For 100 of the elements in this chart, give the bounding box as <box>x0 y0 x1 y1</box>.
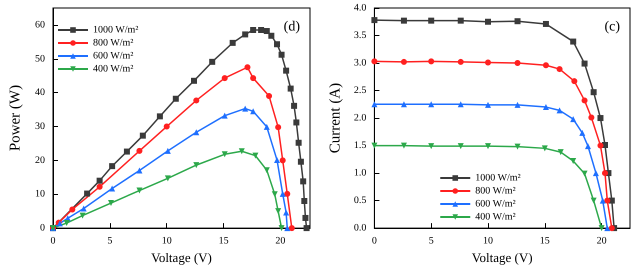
x-tick-label: 10 <box>483 236 493 247</box>
x-tick-label: 5 <box>107 236 112 247</box>
point <box>400 142 407 149</box>
x-axis-title: Voltage (V) <box>472 250 533 265</box>
point <box>209 58 216 65</box>
point <box>193 162 200 168</box>
point <box>272 191 278 198</box>
x-tick-label: 20 <box>275 236 286 247</box>
annotation: (c) <box>604 20 620 34</box>
point <box>156 113 163 120</box>
point <box>283 210 290 216</box>
point <box>283 68 290 74</box>
point <box>164 124 170 130</box>
point <box>485 59 491 66</box>
point <box>604 198 610 204</box>
point <box>458 143 464 150</box>
legend-label: 400 W/m² <box>475 212 516 222</box>
point <box>371 101 378 108</box>
point <box>278 52 285 58</box>
point <box>124 148 130 155</box>
point <box>193 97 200 104</box>
point <box>284 225 290 232</box>
point <box>485 102 491 108</box>
point <box>222 151 228 158</box>
point <box>172 96 179 102</box>
point <box>514 60 521 66</box>
point <box>371 142 378 149</box>
legend-label: 800 W/m² <box>93 38 134 48</box>
legend-label: 800 W/m² <box>475 186 516 196</box>
point <box>191 78 198 84</box>
point <box>275 208 282 214</box>
point <box>140 132 146 139</box>
point <box>164 148 171 154</box>
point <box>136 148 142 154</box>
point <box>582 97 588 104</box>
point <box>164 175 171 182</box>
point <box>244 64 250 70</box>
point <box>193 129 200 136</box>
point <box>280 157 286 164</box>
point <box>278 225 285 232</box>
point <box>570 38 576 45</box>
point <box>597 142 604 149</box>
point <box>558 149 564 156</box>
y-tick-label: 2.0 <box>354 112 366 124</box>
point <box>230 40 236 46</box>
y-tick-label: 30 <box>35 121 45 132</box>
point <box>598 225 605 232</box>
point <box>284 190 290 197</box>
point <box>304 225 310 232</box>
point <box>288 86 294 92</box>
point <box>590 198 597 204</box>
point <box>109 185 116 192</box>
point <box>400 101 407 108</box>
legend-label: 600 W/m² <box>93 50 134 62</box>
point <box>400 18 407 24</box>
point <box>371 17 378 24</box>
y-tick-label: 0.0 <box>354 222 366 234</box>
point <box>592 170 599 176</box>
point <box>570 116 576 122</box>
point <box>302 214 308 221</box>
point <box>64 220 70 226</box>
point <box>556 66 563 72</box>
point <box>597 115 604 122</box>
point <box>298 158 304 165</box>
point <box>428 143 434 150</box>
point <box>428 18 434 24</box>
point <box>428 58 434 64</box>
y-axis-title: Current (A) <box>328 82 344 154</box>
y-tick-label: 0.5 <box>354 195 366 206</box>
point <box>458 18 464 24</box>
y-tick-label: 60 <box>35 19 45 30</box>
point <box>293 119 300 126</box>
point <box>300 178 306 184</box>
y-axis-title: Power (W) <box>8 84 24 152</box>
point <box>514 144 521 150</box>
annotation: (d) <box>284 20 300 34</box>
legend-label: 400 W/m² <box>93 64 134 74</box>
legend-label: 1000 W/m² <box>475 172 521 184</box>
point <box>242 31 248 38</box>
point <box>69 206 76 212</box>
y-tick-label: 20 <box>35 154 45 166</box>
x-tick-label: 20 <box>596 236 607 247</box>
point <box>571 78 578 84</box>
point <box>542 145 548 152</box>
point <box>590 89 597 96</box>
point <box>275 124 282 130</box>
point <box>588 114 594 120</box>
x-tick-label: 0 <box>50 236 56 247</box>
x-tick-label: 10 <box>162 236 172 247</box>
point <box>542 104 549 110</box>
y-tick-label: 2.5 <box>354 85 366 96</box>
point <box>301 198 308 204</box>
point <box>600 198 606 204</box>
point <box>80 205 87 212</box>
point <box>222 112 228 119</box>
y-tick-label: 1.0 <box>354 168 366 179</box>
x-tick-label: 5 <box>428 236 434 247</box>
point <box>108 200 114 206</box>
point <box>274 157 280 164</box>
y-tick-label: 10 <box>35 188 45 200</box>
